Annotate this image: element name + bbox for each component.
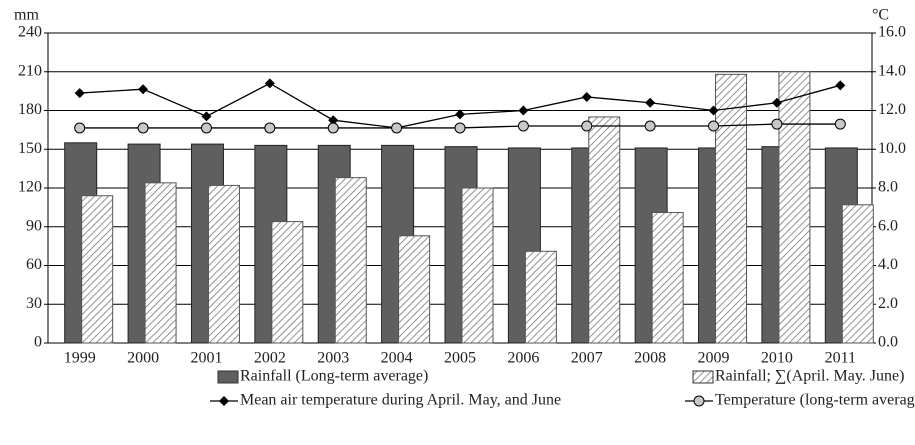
y-tick-label: 60 bbox=[26, 256, 42, 273]
y2-tick-label: 6.0 bbox=[878, 217, 898, 234]
marker bbox=[455, 109, 465, 120]
x-tick-label: 1999 bbox=[64, 350, 96, 367]
marker bbox=[581, 120, 593, 132]
y2-tick-label: 12.0 bbox=[878, 101, 906, 118]
bar bbox=[651, 212, 684, 344]
bar bbox=[778, 71, 811, 344]
x-tick-label: 2004 bbox=[381, 350, 413, 367]
x-tick-label: 2010 bbox=[761, 350, 793, 367]
bar bbox=[524, 250, 557, 344]
x-tick-label: 2007 bbox=[571, 350, 603, 367]
x-tick-label: 2011 bbox=[825, 350, 856, 367]
marker bbox=[264, 78, 275, 89]
bar bbox=[271, 221, 304, 344]
legend-marker bbox=[693, 395, 705, 407]
legend-label: Rainfall; ∑(April. May. June) bbox=[715, 368, 904, 385]
marker bbox=[518, 105, 529, 116]
y2-tick-label: 2.0 bbox=[878, 295, 898, 312]
x-tick-label: 2008 bbox=[634, 350, 666, 367]
marker bbox=[581, 91, 592, 102]
y-axis-label: mm bbox=[14, 7, 39, 24]
x-tick-label: 2006 bbox=[507, 350, 539, 367]
legend-swatch bbox=[217, 370, 239, 384]
marker bbox=[644, 120, 656, 132]
bar bbox=[334, 177, 367, 344]
bar bbox=[588, 116, 621, 344]
bar bbox=[144, 182, 177, 344]
marker bbox=[327, 122, 339, 134]
marker bbox=[200, 122, 212, 134]
y2-tick-label: 16.0 bbox=[878, 24, 906, 41]
marker bbox=[264, 122, 276, 134]
marker bbox=[771, 118, 783, 130]
x-tick-label: 2000 bbox=[127, 350, 159, 367]
y-tick-label: 240 bbox=[18, 24, 42, 41]
x-tick-label: 2002 bbox=[254, 350, 286, 367]
bar bbox=[461, 187, 494, 344]
marker bbox=[708, 105, 719, 116]
marker bbox=[328, 115, 339, 126]
y2-tick-label: 14.0 bbox=[878, 62, 906, 79]
x-tick-label: 2009 bbox=[698, 350, 730, 367]
y-tick-label: 210 bbox=[18, 62, 42, 79]
legend-label: Rainfall (Long-term average) bbox=[240, 368, 428, 385]
marker bbox=[74, 88, 85, 99]
y-tick-label: 0 bbox=[34, 334, 42, 351]
y-tick-label: 180 bbox=[18, 101, 42, 118]
bar bbox=[81, 195, 114, 344]
y-tick-label: 150 bbox=[18, 140, 42, 157]
marker bbox=[391, 122, 403, 134]
x-tick-label: 2001 bbox=[190, 350, 222, 367]
x-tick-label: 2003 bbox=[317, 350, 349, 367]
y2-tick-label: 0.0 bbox=[878, 334, 898, 351]
marker bbox=[138, 84, 149, 95]
y2-axis-label: °C bbox=[872, 7, 889, 24]
y2-tick-label: 8.0 bbox=[878, 179, 898, 196]
y-tick-label: 120 bbox=[18, 179, 42, 196]
x-tick-label: 2005 bbox=[444, 350, 476, 367]
marker bbox=[645, 97, 656, 108]
bar bbox=[715, 73, 748, 344]
y-tick-label: 90 bbox=[26, 217, 42, 234]
legend-swatch bbox=[692, 370, 714, 384]
bar bbox=[398, 235, 431, 344]
marker bbox=[137, 122, 149, 134]
marker bbox=[771, 97, 782, 108]
marker bbox=[834, 118, 846, 130]
bar bbox=[207, 184, 240, 344]
y2-tick-label: 10.0 bbox=[878, 140, 906, 157]
y2-tick-label: 4.0 bbox=[878, 256, 898, 273]
legend-label: Temperature (long-term average) bbox=[715, 392, 915, 409]
marker bbox=[835, 80, 846, 91]
marker bbox=[517, 120, 529, 132]
y-tick-label: 30 bbox=[26, 295, 42, 312]
bar bbox=[841, 204, 874, 344]
legend-marker bbox=[219, 396, 229, 406]
marker bbox=[708, 120, 720, 132]
marker bbox=[201, 111, 212, 122]
legend-label: Mean air temperature during April. May, … bbox=[240, 392, 561, 409]
marker bbox=[454, 122, 466, 134]
marker bbox=[74, 122, 86, 134]
